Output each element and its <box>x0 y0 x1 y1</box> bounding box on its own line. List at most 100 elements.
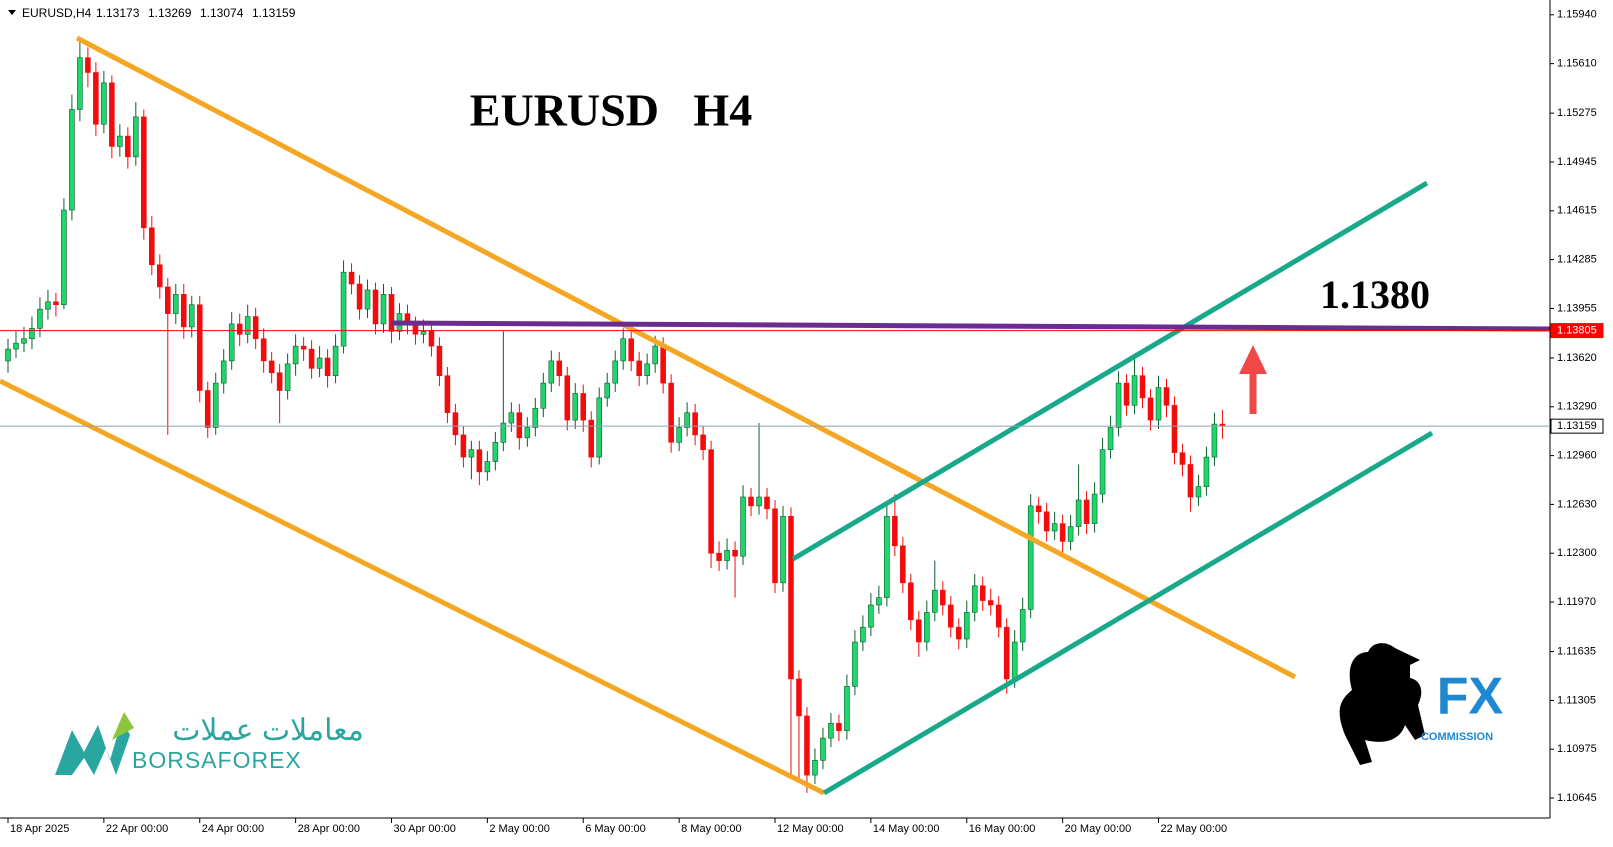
trend-line <box>75 35 1297 680</box>
price-label-box <box>1550 418 1604 434</box>
candle-body <box>388 294 395 332</box>
candle-body <box>1035 505 1042 513</box>
level-annotation: 1.1380 <box>1320 272 1430 317</box>
candle-body <box>508 412 515 424</box>
candle-body <box>580 393 587 421</box>
candle-body <box>708 449 714 554</box>
candle-body <box>188 304 195 328</box>
logo-arabic: معاملات عملات <box>172 714 364 747</box>
candle-body <box>788 515 794 680</box>
candle-body <box>636 360 642 377</box>
candle-body <box>716 552 722 561</box>
candle-body <box>1067 526 1074 542</box>
symbol: EURUSD,H4 <box>22 6 92 20</box>
candle-body <box>125 135 131 158</box>
candle-body <box>971 585 978 613</box>
candle-body <box>348 271 355 285</box>
candle-body <box>484 461 491 473</box>
candle-body <box>812 760 818 776</box>
candle-body <box>1107 427 1114 450</box>
candle-body <box>1187 464 1194 498</box>
candle-body <box>844 686 850 732</box>
candle-body <box>692 412 698 436</box>
candle-body <box>1131 375 1138 406</box>
candle-body <box>340 271 347 347</box>
candles <box>5 39 1226 793</box>
menu-arrow[interactable] <box>8 10 16 15</box>
candle-body <box>620 338 626 362</box>
candle-body <box>979 585 986 601</box>
candle-body <box>1195 486 1202 498</box>
borsaforex-logo: معاملات عملات BORSAFOREX <box>55 712 364 775</box>
x-tick-label: 2 May 00:00 <box>489 823 550 835</box>
candle-body <box>532 407 539 428</box>
candle-body <box>916 619 922 643</box>
x-tick-label: 22 May 00:00 <box>1161 823 1228 835</box>
candle-body <box>21 338 27 344</box>
candle-body <box>61 209 67 306</box>
candle-body <box>284 363 291 391</box>
candle-body <box>804 715 810 776</box>
candle-body <box>5 348 11 362</box>
candle-body <box>676 427 682 443</box>
x-tick-label: 22 Apr 00:00 <box>106 823 168 835</box>
y-tick-label: 1.15610 <box>1557 58 1597 70</box>
candle-body <box>1091 493 1098 524</box>
candle-body <box>756 496 762 507</box>
candle-body <box>252 316 259 340</box>
candle-body <box>133 116 139 158</box>
candle-body <box>644 363 650 377</box>
candle-body <box>1147 397 1154 421</box>
candle-body <box>500 422 507 443</box>
candle-body <box>1075 499 1082 527</box>
y-tick-label: 1.13620 <box>1557 352 1597 364</box>
candle-body <box>77 57 83 110</box>
candle-body <box>13 342 19 350</box>
ohlc-open: 1.13173 <box>96 6 140 20</box>
resistance-line <box>390 320 1551 332</box>
candle-body <box>924 612 930 643</box>
candle-body <box>1179 452 1186 465</box>
candle-body <box>220 360 227 384</box>
candle-body <box>947 604 954 628</box>
candle-body <box>748 496 754 507</box>
candle-body <box>436 345 443 377</box>
candle-body <box>260 338 267 362</box>
candle-body <box>652 345 658 365</box>
y-tick-label: 1.13290 <box>1557 401 1597 413</box>
candle-body <box>1123 382 1130 406</box>
candle-body <box>324 357 331 377</box>
candle-body <box>940 589 946 606</box>
candle-body <box>772 508 778 584</box>
y-tick-label: 1.11970 <box>1557 596 1596 608</box>
x-tick-label: 8 May 00:00 <box>681 823 742 835</box>
candle-body <box>596 397 603 458</box>
candle-body <box>1203 456 1210 487</box>
candle-body <box>852 641 858 687</box>
candle-body <box>516 412 523 439</box>
candle-body <box>316 357 323 369</box>
candle-body <box>963 612 970 640</box>
price-label: 1.13159 <box>1557 420 1597 432</box>
ohlc-high: 1.13269 <box>148 6 192 20</box>
fx-commission-logo: FX COMMISSION <box>1339 643 1504 765</box>
candle-body <box>908 582 914 621</box>
y-tick-label: 1.15275 <box>1557 107 1597 119</box>
candle-body <box>101 82 107 125</box>
candle-body <box>117 135 123 147</box>
logo-latin: BORSAFOREX <box>132 747 302 773</box>
candle-body <box>828 723 834 739</box>
candle-body <box>724 549 730 561</box>
candle-body <box>372 289 379 325</box>
candle-body <box>732 549 738 557</box>
candle-body <box>380 294 387 325</box>
y-tick-label: 1.14285 <box>1557 254 1597 266</box>
channel-line <box>791 180 1429 562</box>
trend-line <box>0 378 826 796</box>
candle-body <box>1155 387 1162 421</box>
candle-body <box>1003 626 1010 680</box>
x-tick-label: 16 May 00:00 <box>969 823 1036 835</box>
y-tick-label: 1.10645 <box>1557 792 1597 804</box>
logo-fx: FX <box>1437 668 1504 726</box>
